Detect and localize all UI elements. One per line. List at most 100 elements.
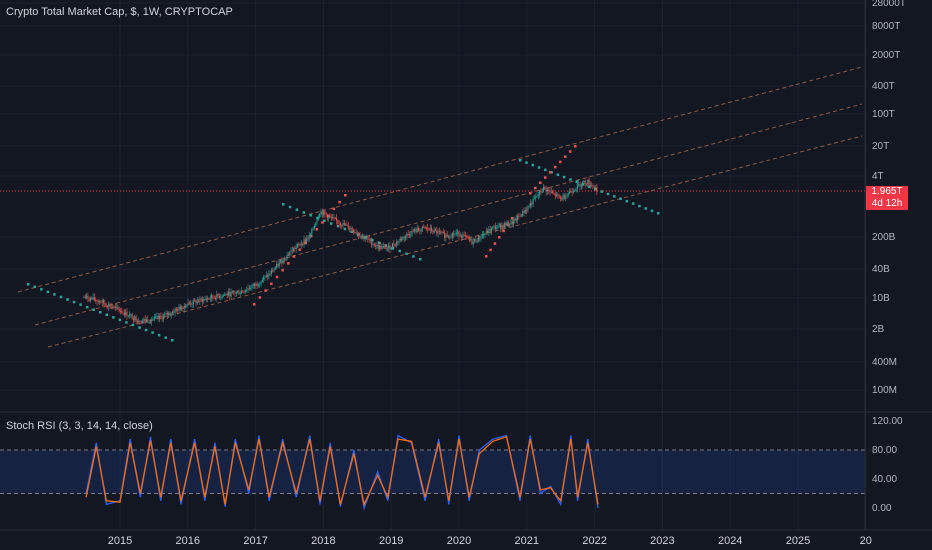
resistance-dot <box>281 268 284 272</box>
candle-body <box>243 291 245 293</box>
candle-body <box>244 290 246 293</box>
candle-body <box>372 244 374 246</box>
support-dot <box>343 227 347 231</box>
resistance-dot <box>309 234 313 238</box>
candle-body <box>113 306 115 308</box>
countdown-label: 4d 12h <box>871 198 903 209</box>
candle-body <box>198 300 200 302</box>
candle-body <box>563 195 565 199</box>
resistance-dot <box>292 255 296 258</box>
support-dot <box>575 180 578 184</box>
candle-body <box>451 233 453 238</box>
candle-body <box>429 227 431 230</box>
grid-lines <box>0 0 867 530</box>
candle-body <box>129 314 131 316</box>
candle-body <box>208 298 210 300</box>
support-dot <box>625 199 629 203</box>
candle-body <box>112 306 114 308</box>
candle-body <box>138 321 140 323</box>
candle-body <box>214 297 216 299</box>
candle-body <box>217 293 219 296</box>
candle-body <box>263 277 265 280</box>
support-dot <box>531 163 535 167</box>
x-tick-label: 2024 <box>718 535 742 547</box>
candle-body <box>168 312 170 315</box>
candle-body <box>169 312 171 315</box>
candle-body <box>130 314 132 316</box>
resistance-dot <box>539 181 542 185</box>
candle-body <box>106 306 108 308</box>
support-dot <box>412 255 415 258</box>
candle-body <box>325 213 327 216</box>
candle-body <box>578 183 580 185</box>
candle-body <box>440 231 442 233</box>
support-dot <box>650 209 654 213</box>
candle-body <box>496 227 498 230</box>
support-dot <box>157 333 161 337</box>
candle-body <box>412 230 414 232</box>
candle-body <box>218 295 220 298</box>
candle-body <box>455 233 457 235</box>
candle-body <box>333 217 335 219</box>
resistance-dot <box>298 248 301 251</box>
candle-body <box>371 239 373 246</box>
candle-body <box>185 305 187 308</box>
candle-body <box>190 303 192 305</box>
support-dot <box>562 175 566 179</box>
candle-body <box>580 184 582 187</box>
candle-body <box>532 198 534 205</box>
candle-body <box>300 243 302 245</box>
candle-body <box>187 302 189 305</box>
candle-body <box>365 237 367 239</box>
support-dot <box>323 219 326 222</box>
candle-body <box>579 183 581 187</box>
candle-body <box>539 190 541 195</box>
support-dot <box>644 207 647 210</box>
stoch-tick-label: 40.00 <box>872 474 897 485</box>
candle-body <box>264 276 266 278</box>
candle-body <box>397 241 399 243</box>
candle-body <box>596 187 598 192</box>
candle-body <box>337 220 339 223</box>
candle-body <box>103 300 105 304</box>
candle-body <box>122 312 124 314</box>
candle-body <box>234 292 236 294</box>
candle-body <box>536 195 538 197</box>
candle-body <box>311 229 313 235</box>
candle-body <box>306 238 308 242</box>
candle-body <box>147 319 149 322</box>
candle-body <box>125 311 127 315</box>
candle-body <box>256 283 258 286</box>
candle-body <box>428 229 430 231</box>
candle-body <box>582 182 584 185</box>
candle-body <box>559 197 561 199</box>
support-dot <box>66 298 69 301</box>
support-dot <box>164 336 167 339</box>
candle-body <box>576 183 578 189</box>
candle-body <box>362 235 364 237</box>
candle-body <box>109 304 111 307</box>
candle-body <box>462 234 464 238</box>
candle-body <box>498 224 500 226</box>
candle-body <box>369 239 371 241</box>
candle-body <box>220 296 222 298</box>
candle-body <box>251 285 253 289</box>
support-dot <box>371 238 374 242</box>
candle-body <box>497 225 499 228</box>
candle-body <box>535 196 537 199</box>
candle-body <box>281 260 283 264</box>
x-tick-label: 20 <box>860 535 872 547</box>
candle-body <box>368 238 370 241</box>
candle-body <box>269 273 271 275</box>
candle-body <box>231 291 233 293</box>
candle-body <box>524 209 526 213</box>
candle-body <box>116 306 118 308</box>
candle-body <box>364 238 366 240</box>
candle-body <box>247 288 249 291</box>
resistance-dot <box>326 214 330 217</box>
candle-body <box>291 250 293 252</box>
candle-body <box>405 236 407 239</box>
candle-body <box>511 221 513 225</box>
candle-body <box>204 298 206 300</box>
candle-body <box>307 238 309 240</box>
